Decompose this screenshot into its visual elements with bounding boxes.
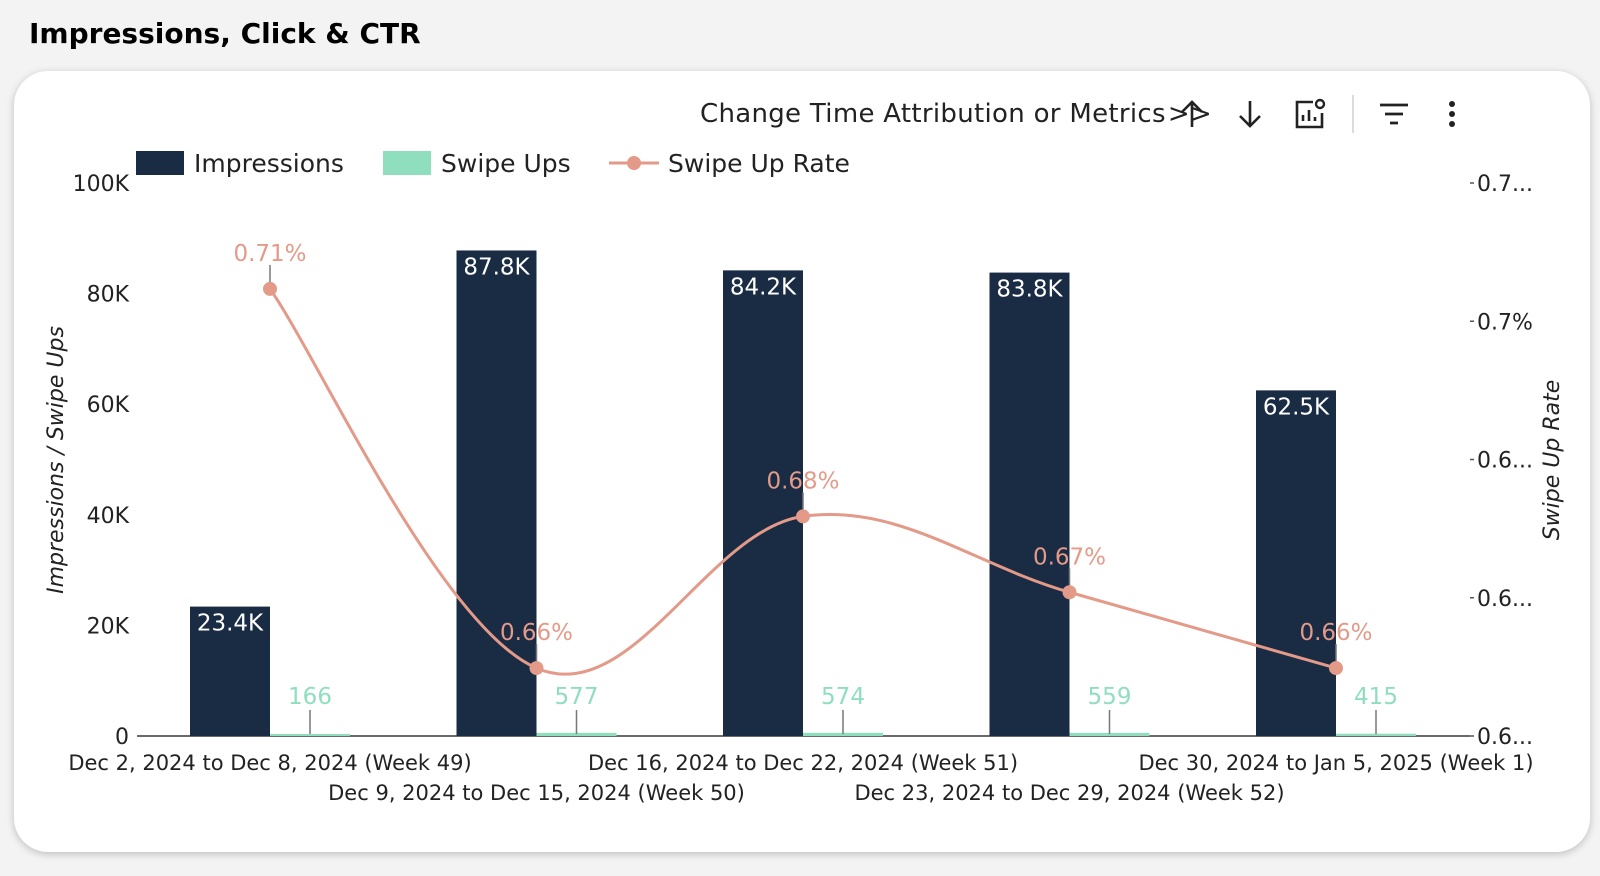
y2-tick-label: 0.7% <box>1477 310 1533 335</box>
bar-impressions <box>1256 390 1336 736</box>
data-label-swipe-up-rate: 0.66% <box>1299 620 1372 646</box>
chart-settings-icon[interactable] <box>1290 94 1330 134</box>
y-tick-label: 100K <box>73 172 130 197</box>
bars: 23.4K 166 87.8K 577 84.2K 574 83.8K 559 62.5K 415 <box>190 250 1416 736</box>
data-label-swipe-ups: 577 <box>555 684 599 710</box>
data-label-impressions: 62.5K <box>1263 394 1330 420</box>
x-tick-label: Dec 9, 2024 to Dec 15, 2024 (Week 50) <box>328 781 745 805</box>
legend-label-swipe-up-rate: Swipe Up Rate <box>668 149 850 178</box>
y2-tick-label: 0.6... <box>1477 725 1533 750</box>
point-swipe-up-rate <box>1329 661 1343 676</box>
y2-tick-label: 0.7... <box>1477 172 1533 197</box>
data-label-swipe-up-rate: 0.67% <box>1033 544 1106 570</box>
y-tick-label: 60K <box>87 393 130 418</box>
y-tick-label: 0 <box>115 725 129 750</box>
bar-impressions <box>723 270 803 736</box>
bar-impressions <box>989 272 1070 736</box>
point-swipe-up-rate <box>263 281 277 296</box>
y-tick-label: 80K <box>87 283 130 308</box>
filter-icon[interactable] <box>1374 94 1414 134</box>
bar-swipe-ups <box>536 732 617 736</box>
bar-swipe-ups <box>270 734 350 736</box>
data-label-impressions: 23.4K <box>197 611 264 637</box>
data-label-swipe-up-rate: 0.68% <box>766 468 839 494</box>
y2-axis-ticks: 0.6... 0.6... 0.6... 0.7% 0.7... <box>1470 172 1533 750</box>
bar-impressions <box>456 250 537 736</box>
bar-swipe-ups <box>1336 733 1416 736</box>
data-label-swipe-ups: 559 <box>1088 684 1132 710</box>
data-label-impressions: 84.2K <box>730 274 797 300</box>
data-label-impressions: 87.8K <box>463 254 530 280</box>
y-tick-label: 20K <box>87 614 130 639</box>
y-axis-title: Impressions / Swipe Ups <box>44 326 69 594</box>
y-tick-label: 40K <box>87 504 130 529</box>
toolbar-divider <box>1352 95 1354 133</box>
x-tick-label: Dec 23, 2024 to Dec 29, 2024 (Week 52) <box>854 781 1284 805</box>
y2-tick-label: 0.6... <box>1477 449 1533 474</box>
x-tick-label: Dec 16, 2024 to Dec 22, 2024 (Week 51) <box>588 751 1018 775</box>
legend: Impressions Swipe Ups Swipe Up Rate <box>136 149 850 178</box>
page-title: Impressions, Click & CTR <box>29 17 421 50</box>
chart-toolbar: Change Time Attribution or Metrics>> <box>700 90 1472 138</box>
change-time-attribution-label: Change Time Attribution or Metrics <box>700 99 1166 129</box>
point-swipe-up-rate <box>1062 585 1077 600</box>
data-label-swipe-ups: 415 <box>1354 684 1398 710</box>
bar-swipe-ups <box>1069 732 1150 736</box>
bar-impressions <box>190 606 270 736</box>
x-tick-label: Dec 2, 2024 to Dec 8, 2024 (Week 49) <box>68 751 471 775</box>
y2-tick-label: 0.6... <box>1477 587 1533 612</box>
y2-axis-title: Swipe Up Rate <box>1540 380 1565 541</box>
bar-swipe-ups <box>803 732 883 736</box>
legend-item-swipe-ups[interactable]: Swipe Ups <box>383 149 571 178</box>
arrow-up-icon[interactable] <box>1172 94 1212 134</box>
legend-swatch-swipe-ups <box>383 151 431 175</box>
data-label-impressions: 83.8K <box>996 277 1063 303</box>
legend-swatch-impressions <box>136 151 184 175</box>
legend-item-swipe-up-rate[interactable]: Swipe Up Rate <box>609 149 850 178</box>
legend-marker-swipe-up-rate <box>627 156 641 170</box>
data-label-swipe-up-rate: 0.66% <box>500 620 573 646</box>
more-vert-icon[interactable] <box>1432 94 1472 134</box>
legend-item-impressions[interactable]: Impressions <box>136 149 344 178</box>
swipe-up-rate-line-layer: 0.71% 0.66% 0.68% 0.67% 0.66% <box>233 241 1373 676</box>
legend-label-impressions: Impressions <box>194 149 344 178</box>
y-axis-ticks: 0 20K 40K 60K 80K 100K <box>73 172 130 750</box>
x-axis-labels: Dec 2, 2024 to Dec 8, 2024 (Week 49) Dec … <box>68 751 1533 805</box>
data-label-swipe-ups: 574 <box>821 684 865 710</box>
point-swipe-up-rate <box>796 509 810 524</box>
data-label-swipe-ups: 166 <box>288 684 332 710</box>
x-tick-label: Dec 30, 2024 to Jan 5, 2025 (Week 1) <box>1138 751 1533 775</box>
point-swipe-up-rate <box>529 661 544 676</box>
legend-label-swipe-ups: Swipe Ups <box>441 149 571 178</box>
swipe-up-rate-line <box>268 288 1337 676</box>
arrow-down-icon[interactable] <box>1230 94 1270 134</box>
data-label-swipe-up-rate: 0.71% <box>233 241 306 267</box>
